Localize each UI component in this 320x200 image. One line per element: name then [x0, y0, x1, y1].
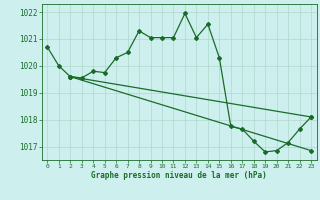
X-axis label: Graphe pression niveau de la mer (hPa): Graphe pression niveau de la mer (hPa)	[91, 171, 267, 180]
